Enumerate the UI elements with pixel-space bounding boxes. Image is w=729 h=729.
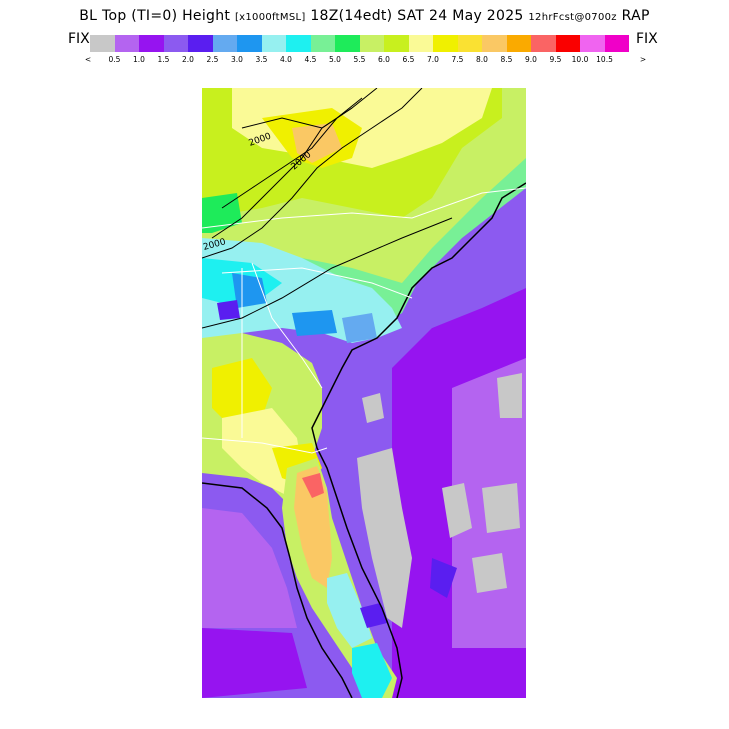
title-model: RAP	[621, 8, 650, 24]
atlantic-coastline	[311, 182, 527, 699]
state-border-ga-fl	[201, 437, 328, 454]
legend-tick-label: 1.0	[133, 55, 145, 64]
legend-tick-label: 5.0	[329, 55, 341, 64]
legend-swatch	[212, 35, 237, 52]
legend-tick-label: 0.5	[108, 55, 121, 64]
fix-label-left: FIX	[68, 31, 90, 47]
legend-swatch	[531, 35, 556, 52]
gray-patch-5	[362, 393, 384, 423]
legend-tick-label: 8.0	[476, 55, 488, 64]
title-valid-time: 18Z(14edt) SAT 24 May 2025	[310, 8, 524, 24]
florida-cyan-south	[327, 573, 372, 648]
legend-tick-label: 1.5	[157, 55, 170, 64]
legend-swatch	[335, 35, 360, 52]
legend-swatch	[310, 35, 335, 52]
legend-tick-label: 10.5	[596, 55, 613, 64]
lake-okeechobee-patch	[360, 603, 387, 628]
legend-swatch	[286, 35, 311, 52]
legend-tick-label: 8.5	[500, 55, 513, 64]
legend-swatch	[261, 35, 286, 52]
contour-line-5	[201, 217, 453, 329]
title-units: [x1000ftMSL]	[234, 12, 306, 23]
land-deep-blue-patch	[217, 300, 240, 320]
gray-patch-3	[482, 483, 520, 533]
map-panel: 2000 2000 2000	[201, 87, 527, 699]
land-blue-patch-3	[342, 313, 377, 343]
legend-swatch	[114, 35, 139, 52]
legend-swatch	[580, 35, 605, 52]
legend-tick-label: 6.0	[378, 55, 390, 64]
gulf-zone-lavender	[202, 508, 297, 628]
gulf-coastline	[201, 482, 353, 699]
florida-cyan-tip	[352, 643, 392, 698]
legend-swatch	[482, 35, 507, 52]
gray-patch-gulfstream	[357, 448, 412, 628]
florida-hotspot	[302, 473, 324, 498]
land-green-west	[202, 193, 242, 233]
legend-tick-greater: >	[639, 55, 647, 64]
fix-label-right: FIX	[636, 31, 658, 47]
legend-swatch	[359, 35, 384, 52]
legend-tick-less: <	[84, 55, 92, 64]
legend-tick-label: 2.0	[182, 55, 194, 64]
contour-line-1	[201, 87, 423, 259]
legend-tick-label: 9.0	[525, 55, 537, 64]
legend-tick-label: 2.5	[206, 55, 219, 64]
gray-patch-4	[472, 553, 507, 593]
legend-swatch	[604, 35, 629, 52]
legend-tick-label: 4.0	[280, 55, 292, 64]
gray-patch-1	[442, 483, 472, 538]
legend-swatch	[90, 35, 115, 52]
legend-tick-label: 10.0	[571, 55, 589, 64]
legend-swatch	[457, 35, 482, 52]
legend-tick-label: 3.5	[255, 55, 268, 64]
gulf-zone-purple	[202, 628, 307, 698]
legend-tick-label: 9.5	[549, 55, 562, 64]
legend-swatch	[188, 35, 213, 52]
state-border-sc-ga	[251, 262, 323, 389]
land-blue-patch-1	[232, 273, 267, 308]
legend-swatch	[555, 35, 580, 52]
land-blue-patch-2	[292, 310, 337, 336]
legend-swatch	[433, 35, 458, 52]
legend-tick-label: 7.0	[427, 55, 439, 64]
legend-tick-label: 4.5	[304, 55, 317, 64]
legend-tick-label: 5.5	[353, 55, 366, 64]
legend-swatch	[506, 35, 531, 52]
color-legend	[90, 35, 629, 52]
map-svg: 2000 2000 2000	[201, 87, 527, 699]
title-main: BL Top (TI=0) Height	[79, 8, 231, 24]
legend-ticks: <0.5 1.0 1.5 2.0 2.5 3.0 3.5 4.0 4.5 5.0 5.5 6.0 6.5…	[0, 55, 729, 67]
legend-swatch	[408, 35, 433, 52]
legend-swatch	[237, 35, 262, 52]
legend-tick-label: 7.5	[451, 55, 464, 64]
state-border-nc-va	[201, 187, 527, 229]
legend-swatch	[163, 35, 188, 52]
florida-orange-core	[294, 466, 332, 588]
legend-tick-label: 6.5	[402, 55, 415, 64]
gray-patch-2	[497, 373, 522, 418]
legend-tick-label: 3.0	[231, 55, 243, 64]
deep-blue-patch-ocean	[430, 558, 457, 598]
legend-swatch	[384, 35, 409, 52]
legend-swatch	[139, 35, 164, 52]
state-border-nc-sc	[221, 267, 413, 299]
map-title: BL Top (TI=0) Height [x1000ftMSL] 18Z(14…	[0, 8, 729, 24]
contour-line-4	[241, 107, 353, 129]
title-forecast: 12hrFcst@0700z	[528, 12, 617, 23]
